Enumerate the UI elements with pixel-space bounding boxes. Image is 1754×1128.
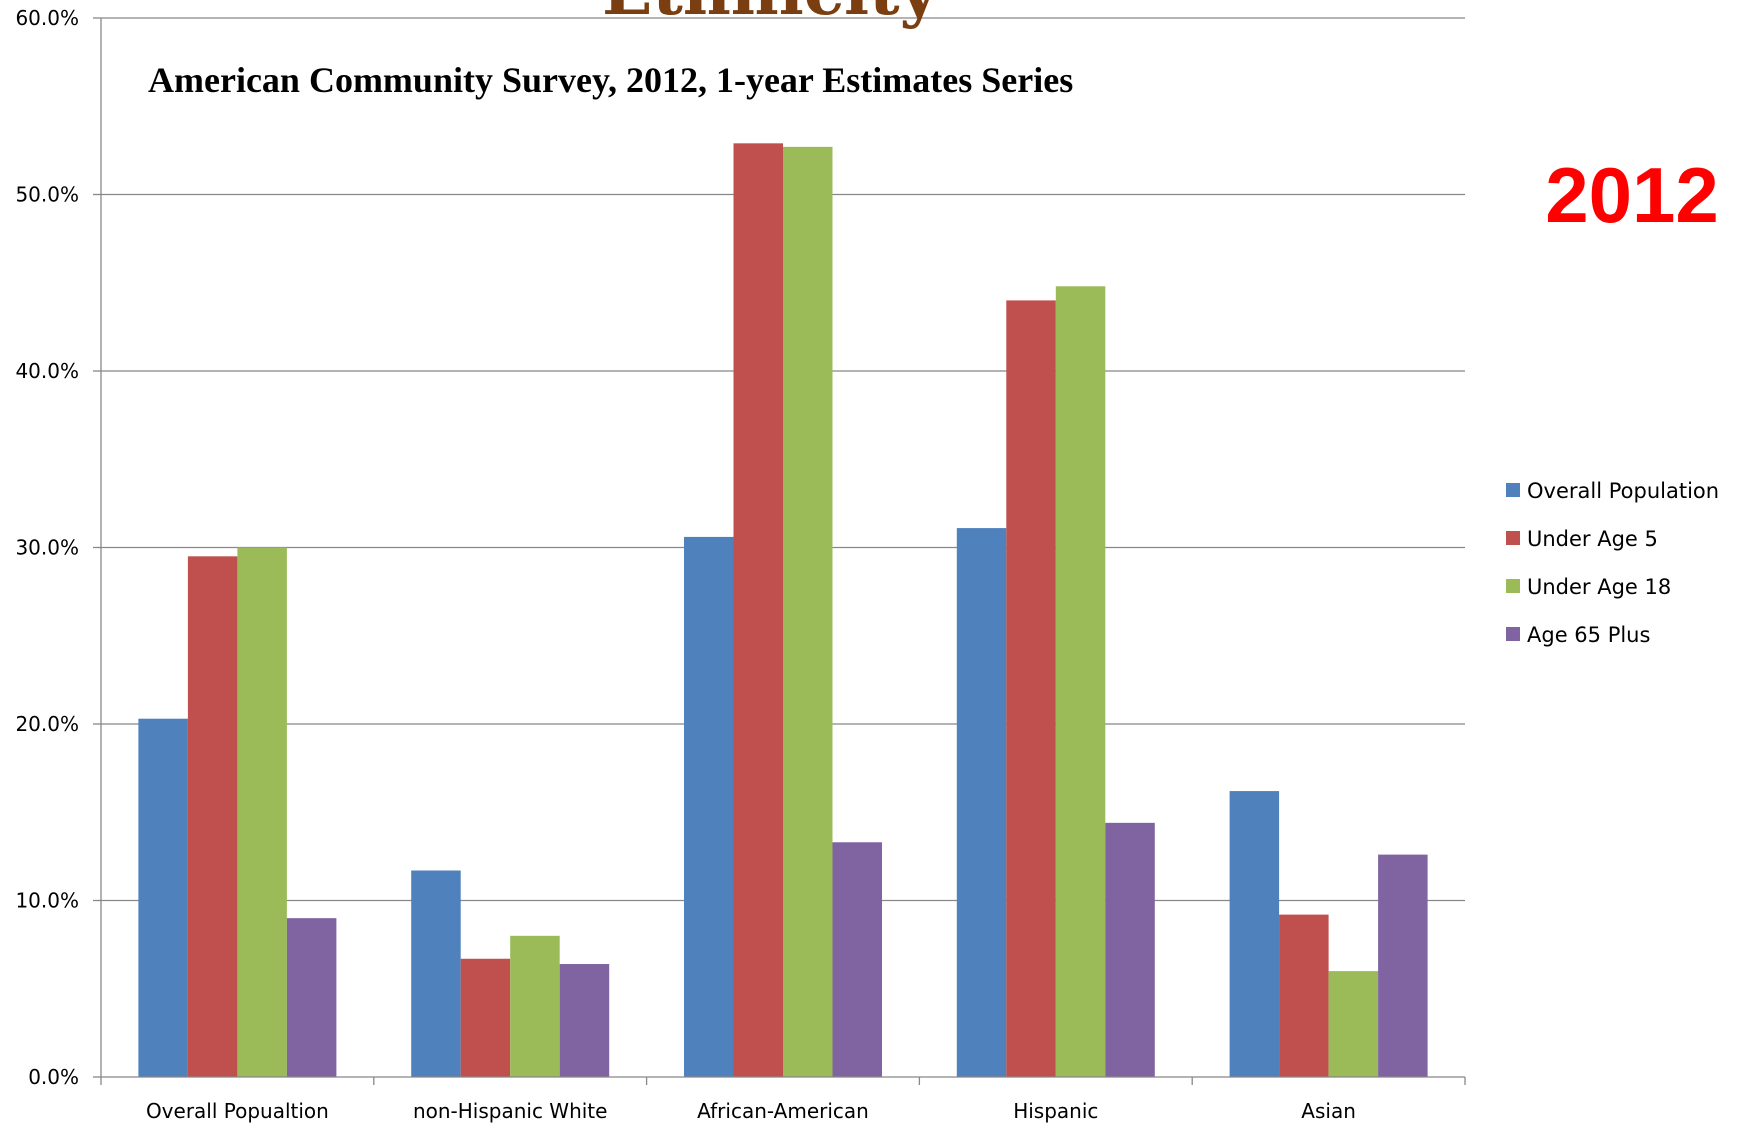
bars <box>138 143 1428 1078</box>
bar <box>956 528 1007 1077</box>
y-tick-label: 40.0% <box>15 359 79 383</box>
y-tick-label: 20.0% <box>15 712 79 736</box>
y-tick-label: 0.0% <box>28 1065 79 1089</box>
bar <box>832 842 882 1077</box>
bar <box>138 718 188 1077</box>
bar <box>237 547 287 1077</box>
legend: Overall Population Under Age 5 Under Age 1… <box>1506 479 1719 647</box>
year-label: 2012 <box>1545 151 1719 239</box>
bar <box>1229 791 1280 1077</box>
legend-swatch <box>1506 483 1520 497</box>
x-tick-label: African-American <box>697 1099 869 1123</box>
bar <box>1328 971 1379 1077</box>
y-tick-label: 10.0% <box>15 889 79 913</box>
x-tick-label: Hispanic <box>1013 1099 1098 1123</box>
legend-swatch <box>1506 579 1520 593</box>
x-tick-label: non-Hispanic White <box>413 1099 608 1123</box>
y-tick-label: 50.0% <box>15 183 79 207</box>
legend-swatch <box>1506 627 1520 641</box>
legend-label: Under Age 18 <box>1527 575 1671 599</box>
bar <box>1055 286 1106 1077</box>
y-tick-label: 30.0% <box>15 536 79 560</box>
bar <box>411 870 461 1077</box>
chart-subtitle: American Community Survey, 2012, 1-year … <box>148 60 1073 100</box>
legend-label: Overall Population <box>1527 479 1719 503</box>
bar <box>783 146 833 1078</box>
bar <box>1006 300 1056 1077</box>
x-tick-label: Overall Popualtion <box>146 1099 329 1123</box>
bar <box>460 958 511 1077</box>
bar <box>1105 822 1155 1077</box>
bar <box>187 556 238 1077</box>
legend-label: Under Age 5 <box>1527 527 1658 551</box>
legend-label: Age 65 Plus <box>1527 623 1650 647</box>
bar <box>286 918 337 1077</box>
bar <box>559 964 610 1077</box>
x-tick-label: Asian <box>1301 1099 1356 1123</box>
x-axis: Overall Popualtion non-Hispanic White Afri… <box>100 1076 1466 1123</box>
y-axis: 0.0% 10.0% 20.0% 30.0% 40.0% 50.0% 60.0% <box>15 6 102 1089</box>
bar <box>733 143 783 1077</box>
bar <box>510 935 560 1077</box>
bar <box>684 536 734 1077</box>
chart-title: Ethnicity <box>602 0 940 30</box>
legend-swatch <box>1506 531 1520 545</box>
bar <box>1378 854 1428 1077</box>
y-tick-label: 60.0% <box>15 6 79 30</box>
bar <box>1279 914 1329 1077</box>
